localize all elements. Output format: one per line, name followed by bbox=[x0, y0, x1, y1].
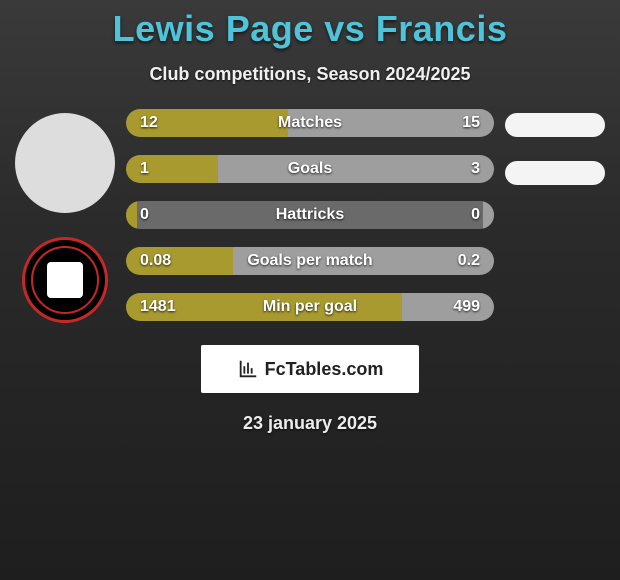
watermark: FcTables.com bbox=[201, 345, 419, 393]
chart-icon bbox=[237, 358, 259, 380]
player-right-avatar bbox=[505, 113, 605, 137]
badge-ring bbox=[31, 246, 99, 314]
left-player-column bbox=[10, 109, 120, 323]
stat-row: 1481Min per goal499 bbox=[126, 293, 494, 321]
stat-row: 0Hattricks0 bbox=[126, 201, 494, 229]
date-text: 23 january 2025 bbox=[0, 413, 620, 434]
player-left-avatar bbox=[15, 113, 115, 213]
player-left-club-badge bbox=[22, 237, 108, 323]
subtitle: Club competitions, Season 2024/2025 bbox=[0, 64, 620, 85]
player-right-club-badge bbox=[505, 161, 605, 185]
stat-value-left: 1 bbox=[126, 160, 186, 178]
stat-row: 1Goals3 bbox=[126, 155, 494, 183]
watermark-text: FcTables.com bbox=[265, 359, 384, 380]
stat-value-left: 0.08 bbox=[126, 252, 186, 270]
stat-value-right: 499 bbox=[434, 298, 494, 316]
page-title: Lewis Page vs Francis bbox=[0, 8, 620, 50]
stat-value-right: 0.2 bbox=[434, 252, 494, 270]
stat-value-left: 0 bbox=[126, 206, 186, 224]
stat-row: 0.08Goals per match0.2 bbox=[126, 247, 494, 275]
stat-bars: 12Matches15 1Goals3 0Hattricks0 0.08Goals p… bbox=[120, 109, 500, 321]
stat-value-left: 1481 bbox=[126, 298, 190, 316]
stat-value-right: 15 bbox=[434, 114, 494, 132]
content-row: 12Matches15 1Goals3 0Hattricks0 0.08Goals p… bbox=[0, 109, 620, 323]
stat-value-right: 0 bbox=[434, 206, 494, 224]
stat-value-left: 12 bbox=[126, 114, 186, 132]
comparison-card: Lewis Page vs Francis Club competitions,… bbox=[0, 0, 620, 580]
stat-row: 12Matches15 bbox=[126, 109, 494, 137]
stat-value-right: 3 bbox=[434, 160, 494, 178]
right-player-column bbox=[500, 109, 610, 185]
